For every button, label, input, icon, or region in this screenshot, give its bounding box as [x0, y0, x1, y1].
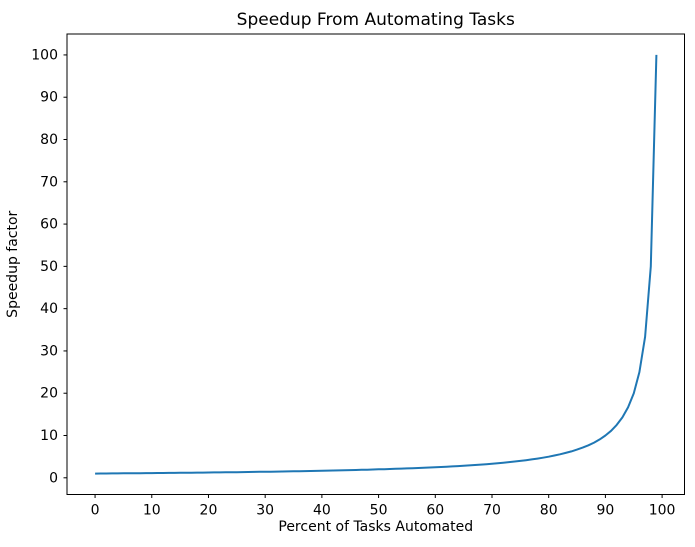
y-tick-label: 50 [40, 259, 58, 275]
x-tick-label: 80 [540, 503, 558, 519]
y-tick-label: 40 [40, 301, 58, 317]
x-axis-ticks: 0 10 20 30 40 50 60 70 80 90 100 [91, 494, 676, 519]
y-tick-label: 90 [40, 90, 58, 106]
y-tick-label: 80 [40, 132, 58, 148]
plot-area-border [66, 33, 685, 495]
y-tick-label: 10 [40, 428, 58, 444]
y-tick-label: 30 [40, 343, 58, 359]
x-tick-label: 100 [649, 503, 676, 519]
y-tick-label: 70 [40, 174, 58, 190]
y-axis-label: Speedup factor [5, 210, 21, 317]
chart-title: Speedup From Automating Tasks [237, 10, 515, 30]
y-tick-label: 60 [40, 217, 58, 233]
x-tick-label: 70 [483, 503, 501, 519]
y-tick-label: 20 [40, 386, 58, 402]
y-tick-label: 100 [31, 47, 58, 63]
x-tick-label: 40 [313, 503, 331, 519]
x-tick-label: 50 [370, 503, 388, 519]
x-tick-label: 10 [143, 503, 161, 519]
x-tick-label: 0 [91, 503, 100, 519]
x-tick-label: 90 [596, 503, 614, 519]
y-tick-label: 0 [49, 470, 58, 486]
x-tick-label: 20 [200, 503, 218, 519]
x-axis-label: Percent of Tasks Automated [278, 519, 473, 535]
x-tick-label: 30 [256, 503, 274, 519]
x-tick-label: 60 [426, 503, 444, 519]
speedup-line [95, 54, 658, 475]
y-axis-ticks: 0 10 20 30 40 50 60 70 80 90 100 [31, 47, 67, 486]
